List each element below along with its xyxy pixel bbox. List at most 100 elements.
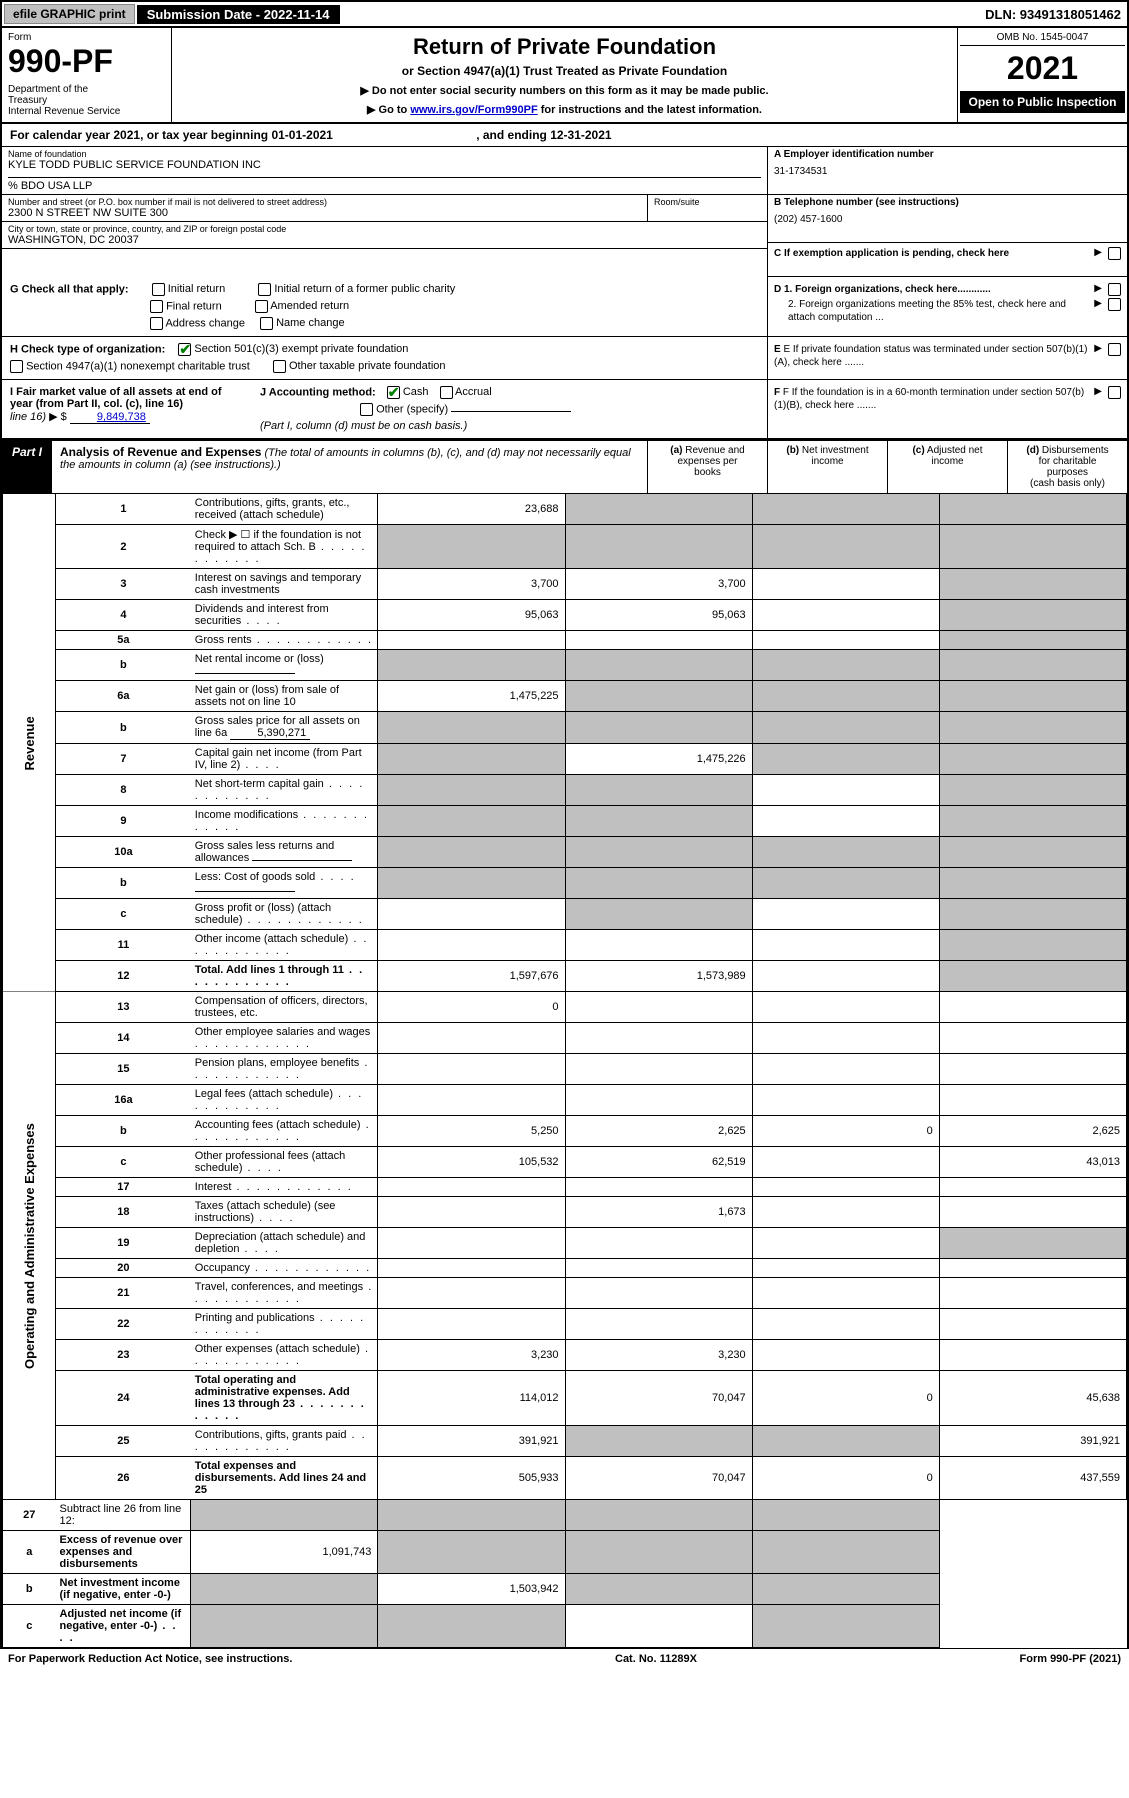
table-row: bNet investment income (if negative, ent… — [3, 1574, 1127, 1605]
efile-print-button[interactable]: efile GRAPHIC print — [4, 4, 135, 24]
arrow-icon: ▶ — [1094, 298, 1102, 309]
phone-label: B Telephone number (see instructions) — [774, 197, 1121, 208]
row-desc: Legal fees (attach schedule) — [191, 1085, 378, 1116]
table-row: 6aNet gain or (loss) from sale of assets… — [3, 681, 1127, 712]
g-opt-amended: Amended return — [270, 300, 349, 312]
j-cash-checkbox[interactable] — [387, 386, 400, 399]
row-num: 26 — [56, 1457, 191, 1500]
d2-checkbox[interactable] — [1108, 298, 1121, 311]
footer-right: Form 990-PF (2021) — [1020, 1653, 1122, 1665]
form-label: Form — [8, 32, 165, 43]
table-row: 9Income modifications — [3, 806, 1127, 837]
row-desc: Capital gain net income (from Part IV, l… — [191, 744, 378, 775]
g-initial-checkbox[interactable] — [152, 283, 165, 296]
header-left: Form 990-PF Department of theTreasuryInt… — [2, 28, 172, 122]
row-num: 22 — [56, 1309, 191, 1340]
arrow-icon: ▶ — [1094, 247, 1102, 258]
exemption-checkbox[interactable] — [1108, 247, 1121, 260]
row-num: 11 — [56, 930, 191, 961]
table-row: 3Interest on savings and temporary cash … — [3, 569, 1127, 600]
cal-pre: For calendar year 2021, or tax year begi… — [10, 128, 271, 142]
row-num: 15 — [56, 1054, 191, 1085]
notice-link-pre: ▶ Go to — [367, 104, 410, 116]
address-row: Number and street (or P.O. box number if… — [2, 195, 767, 222]
table-row: 27Subtract line 26 from line 12: — [3, 1500, 1127, 1531]
city-cell: City or town, state or province, country… — [2, 222, 767, 249]
row-desc: Other employee salaries and wages — [191, 1023, 378, 1054]
dln-number: DLN: 93491318051462 — [985, 7, 1127, 22]
row-desc: Depreciation (attach schedule) and deple… — [191, 1228, 378, 1259]
omb-number: OMB No. 1545-0047 — [960, 30, 1125, 46]
table-row: 8Net short-term capital gain — [3, 775, 1127, 806]
table-row: bLess: Cost of goods sold — [3, 868, 1127, 899]
row-num: 9 — [56, 806, 191, 837]
exemption-cell: C If exemption application is pending, c… — [768, 243, 1127, 277]
notice-link: ▶ Go to www.irs.gov/Form990PF for instru… — [182, 103, 947, 116]
h-4947-checkbox[interactable] — [10, 360, 23, 373]
form-title: Return of Private Foundation — [182, 34, 947, 60]
e-label: E If private foundation status was termi… — [774, 344, 1088, 368]
ein-cell: A Employer identification number 31-1734… — [768, 147, 1127, 195]
row-desc: Subtract line 26 from line 12: — [56, 1500, 191, 1531]
row-num: 18 — [56, 1197, 191, 1228]
row-num: 5a — [56, 631, 191, 650]
ein-value: 31-1734531 — [774, 166, 1121, 177]
d2-label: 2. Foreign organizations meeting the 85%… — [774, 298, 1088, 324]
open-inspection: Open to Public Inspection — [960, 91, 1125, 113]
table-row: 2Check ▶ ☐ if the foundation is not requ… — [3, 525, 1127, 569]
h-opt-501c3: Section 501(c)(3) exempt private foundat… — [194, 343, 408, 355]
name-label: Name of foundation — [8, 149, 761, 159]
row-desc: Interest — [191, 1178, 378, 1197]
top-bar: efile GRAPHIC print Submission Date - 20… — [0, 0, 1129, 28]
table-row: 25Contributions, gifts, grants paid391,9… — [3, 1426, 1127, 1457]
j-other-checkbox[interactable] — [360, 403, 373, 416]
notice-ssn: ▶ Do not enter social security numbers o… — [182, 84, 947, 97]
check-f-right: F F If the foundation is in a 60-month t… — [767, 380, 1127, 438]
h-501c3-checkbox[interactable] — [178, 343, 191, 356]
h-other-checkbox[interactable] — [273, 360, 286, 373]
h-opt-other: Other taxable private foundation — [289, 360, 446, 372]
d1-checkbox[interactable] — [1108, 283, 1121, 296]
table-row: 10aGross sales less returns and allowanc… — [3, 837, 1127, 868]
g-amended-checkbox[interactable] — [255, 300, 268, 313]
g-address-checkbox[interactable] — [150, 317, 163, 330]
table-row: 18Taxes (attach schedule) (see instructi… — [3, 1197, 1127, 1228]
room-label: Room/suite — [654, 197, 761, 207]
j-opt-accrual: Accrual — [455, 386, 492, 398]
exemption-label: C If exemption application is pending, c… — [774, 248, 1009, 259]
g-final-checkbox[interactable] — [150, 300, 163, 313]
g-opt-address: Address change — [165, 317, 245, 329]
g-name-checkbox[interactable] — [260, 317, 273, 330]
check-h-left: H Check type of organization: Section 50… — [2, 337, 767, 379]
e-checkbox[interactable] — [1108, 343, 1121, 356]
notice-link-post: for instructions and the latest informat… — [538, 104, 762, 116]
arrow-icon: ▶ — [1094, 283, 1102, 294]
row-desc: Adjusted net income (if negative, enter … — [56, 1605, 191, 1648]
j-accrual-checkbox[interactable] — [440, 386, 453, 399]
row-desc: Travel, conferences, and meetings — [191, 1278, 378, 1309]
check-g-left: G Check all that apply: Initial return I… — [2, 277, 767, 336]
table-row: 16aLegal fees (attach schedule) — [3, 1085, 1127, 1116]
row-num: 27 — [3, 1500, 56, 1531]
header-right: OMB No. 1545-0047 2021 Open to Public In… — [957, 28, 1127, 122]
row-num: 14 — [56, 1023, 191, 1054]
addr-label: Number and street (or P.O. box number if… — [8, 197, 641, 207]
part1-table: Revenue1Contributions, gifts, grants, et… — [2, 494, 1127, 1648]
irs-link[interactable]: www.irs.gov/Form990PF — [410, 104, 537, 116]
footer-center: Cat. No. 11289X — [615, 1653, 697, 1665]
j-note: (Part I, column (d) must be on cash basi… — [260, 420, 467, 432]
check-section-g: G Check all that apply: Initial return I… — [2, 277, 1127, 337]
part1-badge: Part I — [2, 441, 52, 493]
fmv-value[interactable]: 9,849,738 — [70, 411, 150, 424]
row-desc: Accounting fees (attach schedule) — [191, 1116, 378, 1147]
phone-cell: B Telephone number (see instructions) (2… — [768, 195, 1127, 243]
g-former-checkbox[interactable] — [258, 283, 271, 296]
row-num: c — [3, 1605, 56, 1648]
ein-label: A Employer identification number — [774, 149, 1121, 160]
row-num: 6a — [56, 681, 191, 712]
f-checkbox[interactable] — [1108, 386, 1121, 399]
g-opt-initial: Initial return — [168, 283, 225, 295]
row-desc: Occupancy — [191, 1259, 378, 1278]
row-desc: Taxes (attach schedule) (see instruction… — [191, 1197, 378, 1228]
row-desc: Gross profit or (loss) (attach schedule) — [191, 899, 378, 930]
